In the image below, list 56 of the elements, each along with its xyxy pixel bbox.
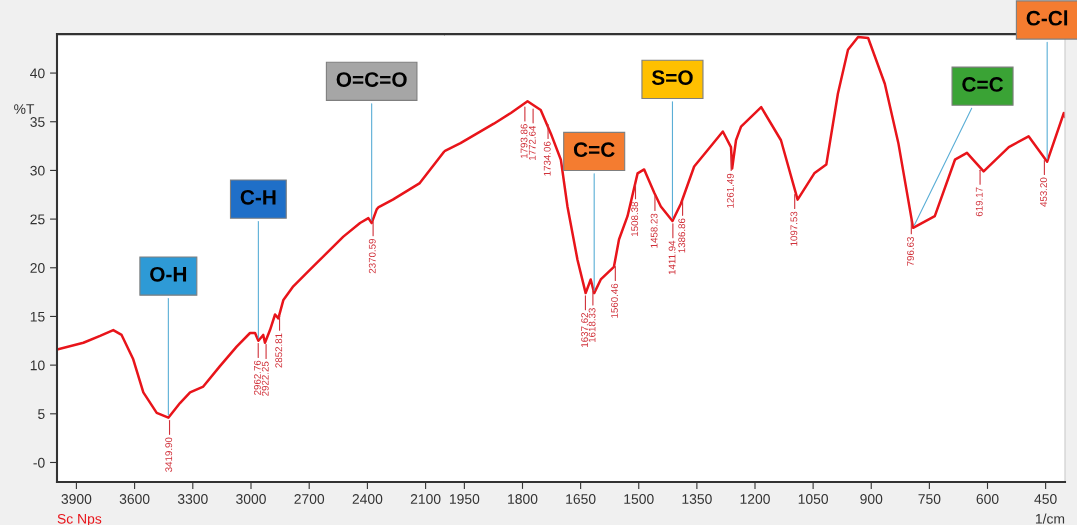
annotation: C-Cl bbox=[1026, 10, 1068, 26]
x-tick-label: 900 bbox=[860, 494, 883, 504]
y-axis-title: %T bbox=[14, 104, 35, 114]
annotation: C=C bbox=[573, 142, 615, 158]
x-axis-title: 1/cm bbox=[1035, 513, 1065, 524]
x-tick-label: 3000 bbox=[236, 494, 266, 504]
x-tick-label: 2100 bbox=[410, 494, 441, 504]
x-tick-label: 1200 bbox=[740, 494, 770, 504]
y-tick-label: 20 bbox=[30, 263, 45, 273]
x-tick-label: 1050 bbox=[798, 494, 829, 504]
y-tick-label: 25 bbox=[30, 214, 45, 225]
y-tick-label: 30 bbox=[30, 165, 45, 176]
y-tick-label: -0 bbox=[33, 457, 45, 468]
y-tick-label: 5 bbox=[38, 409, 45, 419]
y-tick-label: 40 bbox=[30, 68, 45, 79]
x-tick-label: 1650 bbox=[566, 494, 596, 504]
annotation: 1261.49 bbox=[726, 173, 734, 208]
annotation: 1772.64 bbox=[528, 125, 536, 161]
annotation: 1508.38 bbox=[631, 201, 639, 236]
annotation: O-H bbox=[150, 266, 187, 282]
annotation: 619.17 bbox=[975, 187, 983, 217]
y-tick-label: 15 bbox=[30, 311, 45, 322]
annotation: 1618.33 bbox=[588, 308, 596, 343]
annotation: 1411.94 bbox=[668, 240, 676, 275]
annotation: 796.63 bbox=[907, 237, 914, 266]
annotation: 1097.53 bbox=[790, 211, 798, 246]
annotation: 3419.90 bbox=[165, 437, 173, 472]
y-tick-label: 10 bbox=[30, 360, 45, 371]
annotation: O=C=O bbox=[336, 72, 407, 87]
x-tick-label: 1800 bbox=[508, 494, 538, 504]
x-tick-label: 1500 bbox=[624, 494, 654, 504]
y-tick-label: 35 bbox=[30, 117, 45, 127]
annotation: 2370.59 bbox=[368, 239, 376, 274]
annotation: 453.20 bbox=[1040, 177, 1047, 207]
annotation: 1386.86 bbox=[678, 218, 686, 253]
annotation: 2922.25 bbox=[261, 361, 269, 396]
x-tick-label: 3900 bbox=[61, 494, 92, 504]
annotation: 1793.86 bbox=[520, 124, 528, 159]
annotation: 2852.81 bbox=[275, 333, 283, 368]
annotation: 2962.76 bbox=[253, 360, 261, 395]
annotation: C-H bbox=[240, 189, 276, 205]
x-tick-label: 600 bbox=[976, 494, 999, 504]
x-tick-label: 1950 bbox=[449, 494, 480, 504]
annotation: S=O bbox=[651, 70, 693, 85]
annotation: 1458.23 bbox=[650, 213, 658, 248]
annotation: 1734.06 bbox=[543, 141, 551, 176]
annotation: 1637.62 bbox=[581, 313, 589, 347]
x-tick-label: 2400 bbox=[352, 494, 383, 504]
x-tick-label: 750 bbox=[918, 494, 941, 504]
annotation: C=C bbox=[962, 77, 1004, 92]
x-tick-label: 3600 bbox=[119, 494, 150, 504]
x-tick-label: 1350 bbox=[682, 494, 712, 504]
x-tick-label: 450 bbox=[1034, 494, 1057, 504]
x-tick-label: 2700 bbox=[294, 494, 325, 504]
x-tick-label: 3300 bbox=[177, 494, 208, 504]
annotation: 1560.46 bbox=[611, 283, 618, 318]
